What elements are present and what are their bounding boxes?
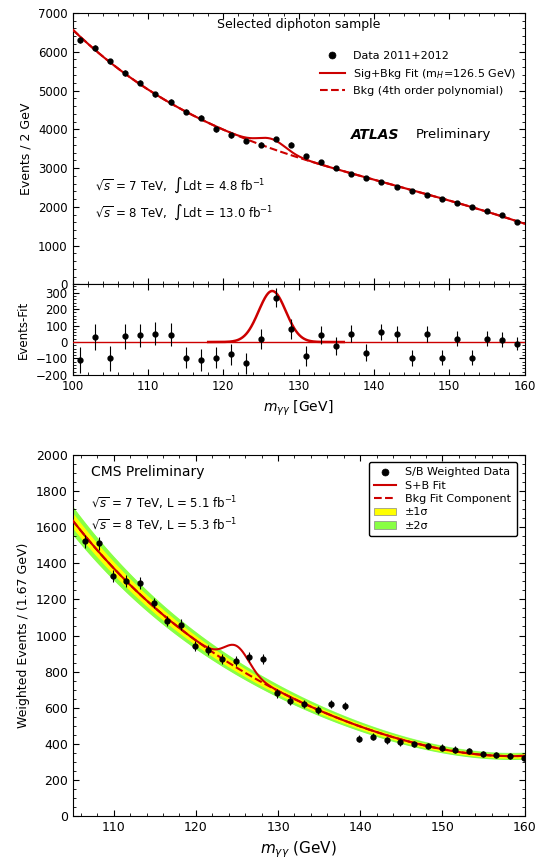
Text: $\sqrt{s}$ = 8 TeV, L = 5.3 fb$^{-1}$: $\sqrt{s}$ = 8 TeV, L = 5.3 fb$^{-1}$ [91,516,237,534]
Text: CMS Preliminary: CMS Preliminary [91,466,204,480]
Legend: S/B Weighted Data, S+B Fit, Bkg Fit Component, ±1σ, ±2σ: S/B Weighted Data, S+B Fit, Bkg Fit Comp… [369,462,516,537]
Text: $\sqrt{s}$ = 8 TeV,  $\int$Ldt = 13.0 fb$^{-1}$: $\sqrt{s}$ = 8 TeV, $\int$Ldt = 13.0 fb$… [95,203,273,222]
X-axis label: $m_{\gamma\gamma}$ [GeV]: $m_{\gamma\gamma}$ [GeV] [264,398,334,417]
Text: Selected diphoton sample: Selected diphoton sample [217,18,380,31]
Y-axis label: Events / 2 GeV: Events / 2 GeV [19,103,33,195]
Y-axis label: Events-Fit: Events-Fit [17,301,30,359]
Text: Preliminary: Preliminary [416,129,492,142]
Text: $\sqrt{s}$ = 7 TeV, L = 5.1 fb$^{-1}$: $\sqrt{s}$ = 7 TeV, L = 5.1 fb$^{-1}$ [91,494,237,512]
Legend: Data 2011+2012, Sig+Bkg Fit (m$_{H}$=126.5 GeV), Bkg (4th order polynomial): Data 2011+2012, Sig+Bkg Fit (m$_{H}$=126… [320,51,516,96]
X-axis label: $m_{\gamma\gamma}$ (GeV): $m_{\gamma\gamma}$ (GeV) [260,840,337,861]
Y-axis label: Weighted Events / (1.67 GeV): Weighted Events / (1.67 GeV) [17,543,30,728]
Text: ATLAS: ATLAS [351,129,399,143]
Text: $\sqrt{s}$ = 7 TeV,  $\int$Ldt = 4.8 fb$^{-1}$: $\sqrt{s}$ = 7 TeV, $\int$Ldt = 4.8 fb$^… [95,176,266,195]
